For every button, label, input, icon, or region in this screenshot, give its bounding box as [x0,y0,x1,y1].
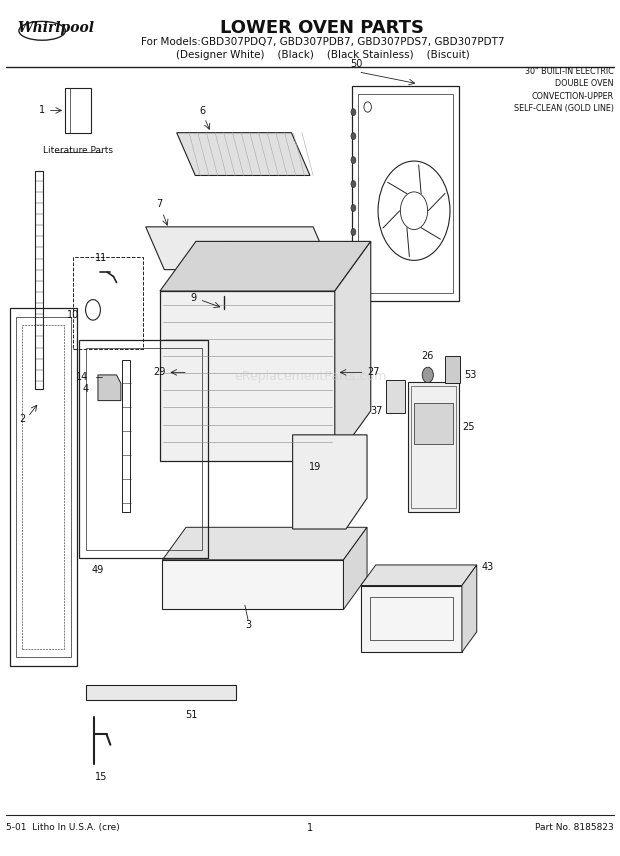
Text: 10: 10 [67,310,79,320]
Text: 7: 7 [156,199,162,209]
Text: 37: 37 [371,406,383,416]
Bar [86,685,236,700]
Polygon shape [361,565,477,586]
Text: 30" BUILT-IN ELECTRIC
DOUBLE OVEN
CONVECTION-UPPER
SELF-CLEAN (GOLD LINE): 30" BUILT-IN ELECTRIC DOUBLE OVEN CONVEC… [514,67,614,113]
Text: Part No. 8185823: Part No. 8185823 [535,823,614,832]
Circle shape [351,229,356,235]
Circle shape [351,157,356,163]
Text: 5-01  Litho In U.S.A. (cre): 5-01 Litho In U.S.A. (cre) [6,823,120,832]
Circle shape [351,253,356,259]
Text: Literature Parts: Literature Parts [43,146,113,156]
Bar [160,291,335,461]
Bar [86,348,202,550]
Bar [16,317,71,657]
Text: 6: 6 [200,105,206,116]
Text: LOWER OVEN PARTS: LOWER OVEN PARTS [220,19,425,37]
Polygon shape [160,241,371,291]
Text: 3: 3 [245,620,251,630]
Circle shape [422,367,433,383]
Bar [73,257,143,349]
Bar [352,86,459,301]
Bar [65,88,91,133]
Text: 51: 51 [185,710,197,721]
Circle shape [351,133,356,140]
Text: 9: 9 [190,293,197,303]
Circle shape [214,309,235,338]
Bar [386,380,405,413]
Bar [22,325,64,649]
Circle shape [351,205,356,211]
Text: 11: 11 [95,253,107,263]
Bar [361,586,462,652]
Bar [35,171,43,389]
Bar [370,597,453,640]
Bar [10,308,77,666]
Bar [445,356,460,383]
Polygon shape [162,527,367,560]
Bar [408,382,459,512]
Text: 43: 43 [482,562,494,572]
Text: 50: 50 [350,59,362,69]
Text: 26: 26 [422,351,434,361]
Text: 1: 1 [38,105,45,116]
Polygon shape [98,375,121,401]
Bar [162,560,343,609]
Text: 29: 29 [153,367,166,377]
Text: 19: 19 [309,461,321,472]
Bar [79,340,208,558]
Polygon shape [335,241,371,461]
Polygon shape [462,565,477,652]
Circle shape [351,109,356,116]
Bar [122,360,130,512]
Circle shape [351,181,356,187]
Bar [411,386,456,508]
Polygon shape [146,227,332,270]
Text: 2: 2 [19,414,25,425]
Text: 1: 1 [307,823,313,833]
Polygon shape [177,133,310,175]
Text: (Designer White)    (Black)    (Black Stainless)    (Biscuit): (Designer White) (Black) (Black Stainles… [175,50,469,60]
Text: 49: 49 [92,565,104,575]
Polygon shape [293,435,367,529]
Text: 4: 4 [82,384,89,395]
Bar [414,402,453,444]
Circle shape [351,276,356,283]
Text: eReplacementParts.com: eReplacementParts.com [234,370,386,383]
Text: 27: 27 [367,367,379,377]
Text: 53: 53 [464,370,476,380]
Text: 15: 15 [95,772,107,782]
Text: 14: 14 [76,372,89,382]
Text: For Models:GBD307PDQ7, GBD307PDB7, GBD307PDS7, GBD307PDT7: For Models:GBD307PDQ7, GBD307PDB7, GBD30… [141,37,504,47]
Text: 25: 25 [462,422,474,432]
Bar [358,94,453,293]
Polygon shape [343,527,367,609]
Text: Whirlpool: Whirlpool [17,21,94,35]
